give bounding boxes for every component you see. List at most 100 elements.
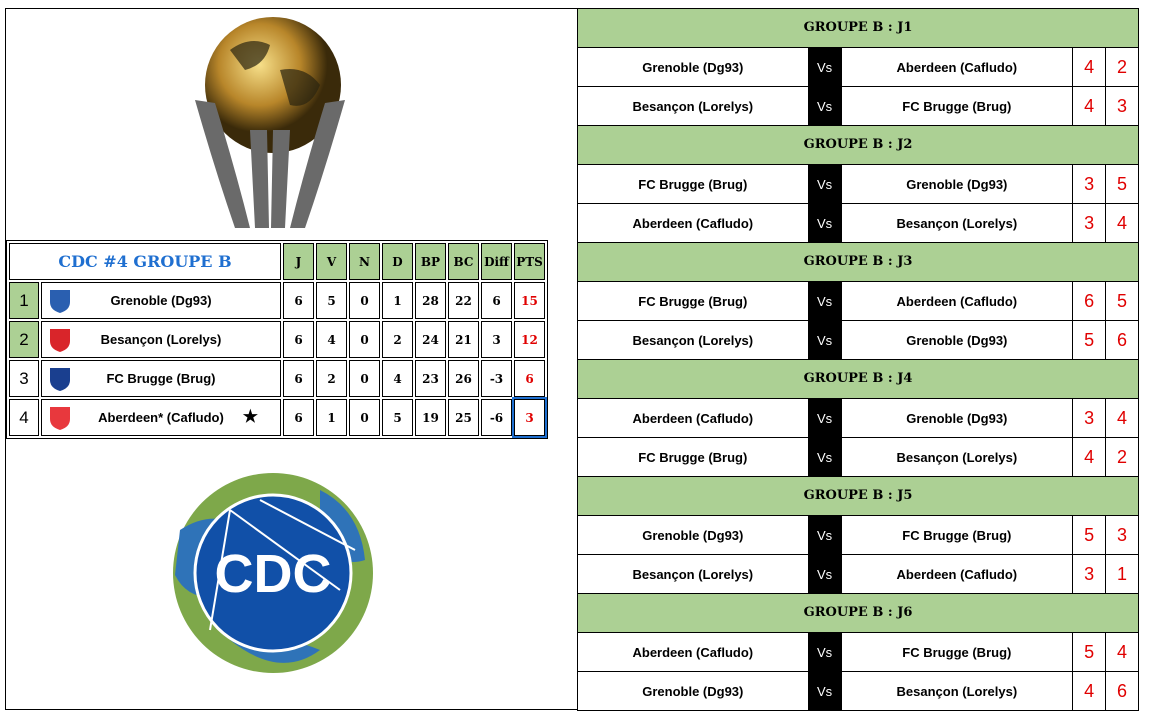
home-team: FC Brugge (Brug) xyxy=(638,176,748,192)
home-score: 4 xyxy=(1073,672,1107,710)
team-cell: Aberdeen* (Cafludo) ★ xyxy=(41,399,281,436)
stat-pts: 6 xyxy=(514,360,545,397)
cdc-logo-text: CDC xyxy=(215,544,332,604)
match-row: Aberdeen (Cafludo) Vs FC Brugge (Brug) 5 4 xyxy=(577,632,1139,671)
stat-diff: -6 xyxy=(481,399,512,436)
col-d: D xyxy=(382,243,413,280)
home-team: Grenoble (Dg93) xyxy=(642,683,744,699)
club-crest-icon xyxy=(50,290,70,313)
match-row: Besançon (Lorelys) Vs Aberdeen (Cafludo) 3 1 xyxy=(577,554,1139,593)
stat-diff: 3 xyxy=(481,321,512,358)
vs-label: Vs xyxy=(807,87,842,125)
match-row: Grenoble (Dg93) Vs Aberdeen (Cafludo) 4 2 xyxy=(577,47,1139,86)
home-score: 3 xyxy=(1073,555,1107,593)
standings-row: 2 Besançon (Lorelys) 6 4 0 2 24 21 3 12 xyxy=(9,321,545,358)
team-name: Aberdeen* (Cafludo) xyxy=(98,410,224,425)
stat-v: 5 xyxy=(316,282,347,319)
home-score: 6 xyxy=(1073,282,1107,320)
vs-label: Vs xyxy=(807,165,842,203)
away-score: 4 xyxy=(1117,641,1128,662)
home-team: FC Brugge (Brug) xyxy=(638,449,748,465)
away-team: FC Brugge (Brug) xyxy=(842,633,1074,671)
stat-bp: 28 xyxy=(415,282,446,319)
stat-pts: 15 xyxy=(514,282,545,319)
home-score: 3 xyxy=(1073,399,1107,437)
stat-n: 0 xyxy=(349,399,380,436)
home-team: Grenoble (Dg93) xyxy=(642,59,744,75)
match-row: Aberdeen (Cafludo) Vs Grenoble (Dg93) 3 4 xyxy=(577,398,1139,437)
vs-label: Vs xyxy=(807,204,842,242)
stat-bp: 24 xyxy=(415,321,446,358)
stat-n: 0 xyxy=(349,282,380,319)
vs-label: Vs xyxy=(807,555,842,593)
club-crest-icon xyxy=(50,368,70,391)
home-team: Besançon (Lorelys) xyxy=(632,98,754,114)
vs-label: Vs xyxy=(807,516,842,554)
home-score: 5 xyxy=(1073,633,1107,671)
match-row: Grenoble (Dg93) Vs FC Brugge (Brug) 5 3 xyxy=(577,515,1139,554)
away-team: Grenoble (Dg93) xyxy=(842,321,1074,359)
away-team: Aberdeen (Cafludo) xyxy=(842,48,1074,86)
col-pts: PTS xyxy=(514,243,545,280)
stat-bp: 23 xyxy=(415,360,446,397)
away-team: Besançon (Lorelys) xyxy=(842,438,1074,476)
standings-row: 3 FC Brugge (Brug) 6 2 0 4 23 26 -3 6 xyxy=(9,360,545,397)
standings-title: CDC #4 GROUPE B xyxy=(9,243,281,280)
away-score: 2 xyxy=(1117,56,1128,77)
home-team: FC Brugge (Brug) xyxy=(638,293,748,309)
team-cell: Besançon (Lorelys) xyxy=(41,321,281,358)
matchday-header: GROUPE B : J5 xyxy=(577,476,1139,515)
col-j: J xyxy=(283,243,314,280)
home-score: 4 xyxy=(1073,48,1107,86)
vs-label: Vs xyxy=(807,633,842,671)
team-cell: FC Brugge (Brug) xyxy=(41,360,281,397)
away-team: FC Brugge (Brug) xyxy=(842,87,1074,125)
stat-j: 6 xyxy=(283,321,314,358)
rank: 2 xyxy=(9,321,39,358)
matchday-header: GROUPE B : J6 xyxy=(577,593,1139,632)
vs-label: Vs xyxy=(807,438,842,476)
team-cell: Grenoble (Dg93) xyxy=(41,282,281,319)
matchday-header: GROUPE B : J2 xyxy=(577,125,1139,164)
vs-label: Vs xyxy=(807,48,842,86)
away-score: 2 xyxy=(1117,446,1128,467)
standings-row: 1 Grenoble (Dg93) 6 5 0 1 28 22 6 15 xyxy=(9,282,545,319)
away-score: 3 xyxy=(1117,95,1128,116)
away-score: 4 xyxy=(1117,407,1128,428)
cdc-logo: CDC xyxy=(173,473,373,673)
stat-bc: 26 xyxy=(448,360,479,397)
home-score: 3 xyxy=(1073,165,1107,203)
stat-d: 4 xyxy=(382,360,413,397)
club-crest-icon xyxy=(50,329,70,352)
match-row: FC Brugge (Brug) Vs Besançon (Lorelys) 4 2 xyxy=(577,437,1139,476)
vs-label: Vs xyxy=(807,672,842,710)
rank: 3 xyxy=(9,360,39,397)
home-team: Aberdeen (Cafludo) xyxy=(632,644,754,660)
star-icon: ★ xyxy=(242,407,258,426)
col-n: N xyxy=(349,243,380,280)
match-row: Besançon (Lorelys) Vs Grenoble (Dg93) 5 6 xyxy=(577,320,1139,359)
stat-d: 1 xyxy=(382,282,413,319)
away-team: Aberdeen (Cafludo) xyxy=(842,555,1074,593)
trophy-image xyxy=(195,17,345,228)
rank: 1 xyxy=(9,282,39,319)
club-crest-icon xyxy=(50,407,70,430)
home-score: 4 xyxy=(1073,87,1107,125)
away-team: Aberdeen (Cafludo) xyxy=(842,282,1074,320)
away-team: Grenoble (Dg93) xyxy=(842,399,1074,437)
stat-d: 5 xyxy=(382,399,413,436)
stat-pts[interactable]: 3 xyxy=(512,397,547,438)
away-team: Grenoble (Dg93) xyxy=(842,165,1074,203)
away-score: 6 xyxy=(1117,680,1128,701)
home-score: 5 xyxy=(1073,516,1107,554)
vs-label: Vs xyxy=(807,399,842,437)
stat-j: 6 xyxy=(283,399,314,436)
stat-j: 6 xyxy=(283,282,314,319)
match-row: Besançon (Lorelys) Vs FC Brugge (Brug) 4 3 xyxy=(577,86,1139,125)
stat-v: 1 xyxy=(316,399,347,436)
stat-d: 2 xyxy=(382,321,413,358)
home-team: Aberdeen (Cafludo) xyxy=(632,410,754,426)
home-score: 4 xyxy=(1073,438,1107,476)
stat-bc: 21 xyxy=(448,321,479,358)
stat-v: 2 xyxy=(316,360,347,397)
